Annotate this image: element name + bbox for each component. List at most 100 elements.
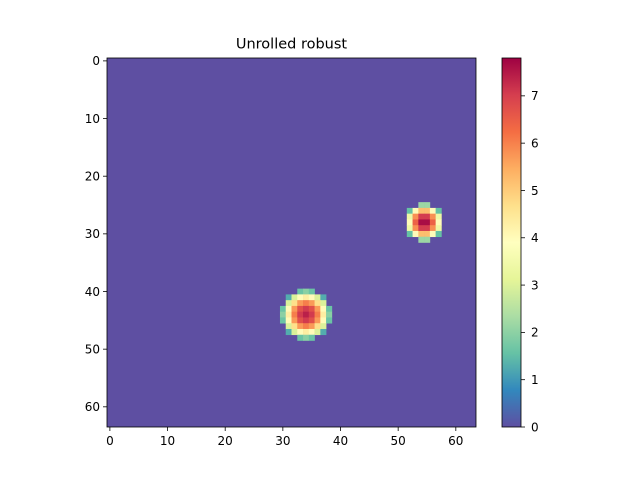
heatmap-cell — [297, 305, 304, 312]
heatmap-cell — [308, 328, 315, 336]
heatmap-cell — [412, 230, 419, 238]
heatmap-cell — [297, 334, 304, 341]
heatmap-cell — [418, 213, 425, 220]
heatmap-cell — [418, 236, 425, 243]
x-tick-label: 50 — [391, 434, 406, 448]
colorbar-tick-label: 2 — [531, 326, 539, 340]
colorbar-axis: 0 1 2 3 4 5 6 7 — [521, 89, 539, 434]
heatmap-cell — [279, 311, 287, 318]
heatmap-cell — [320, 300, 327, 307]
heatmap-cell — [297, 323, 304, 330]
heatmap-cell — [406, 207, 413, 214]
y-tick-label: 30 — [85, 227, 100, 241]
heatmap-cell — [279, 305, 287, 312]
heatmap-cell — [424, 236, 431, 243]
x-tick-label: 10 — [160, 434, 175, 448]
heatmap-cell — [424, 207, 431, 214]
heatmap-cell — [291, 311, 298, 318]
heatmap-cell — [412, 213, 419, 220]
colorbar-tick-label: 0 — [531, 420, 539, 434]
heatmap-cell — [406, 213, 413, 220]
heatmap-cell — [406, 225, 413, 232]
x-tick-label: 40 — [333, 434, 348, 448]
heatmap-cell — [429, 225, 436, 232]
heatmap-cell — [297, 288, 304, 295]
x-axis: 0 10 20 30 40 50 60 — [106, 427, 463, 448]
heatmap-cell — [320, 311, 327, 318]
heatmap-cell — [297, 311, 304, 318]
heatmap-cell — [418, 219, 425, 226]
heatmap-cell — [435, 225, 442, 232]
heatmap-cell — [291, 305, 298, 312]
heatmap-background — [107, 58, 476, 427]
y-tick-label: 60 — [85, 400, 100, 414]
heatmap-cell — [297, 328, 304, 336]
y-tick-label: 0 — [92, 54, 100, 68]
heatmap-cell — [303, 305, 310, 312]
heatmap-cell — [412, 207, 419, 214]
heatmap-cell — [314, 294, 321, 301]
colorbar-tick-label: 3 — [531, 278, 539, 292]
heatmap-cell — [326, 305, 333, 312]
plot-frame — [106, 57, 477, 428]
x-tick-label: 30 — [275, 434, 290, 448]
heatmap-cell — [418, 230, 425, 238]
heatmap-cell — [303, 288, 310, 295]
heatmap-cell — [303, 294, 310, 301]
heatmap-cell — [406, 230, 413, 238]
heatmap-cell — [303, 334, 310, 341]
y-tick-label: 10 — [85, 112, 100, 126]
colorbar-tick-label: 1 — [531, 373, 539, 387]
heatmap-cell — [285, 323, 292, 330]
x-tick-label: 0 — [106, 434, 114, 448]
heatmap-cell — [429, 230, 436, 238]
y-tick-label: 50 — [85, 342, 100, 356]
heatmap-cell — [291, 323, 298, 330]
heatmap-cell — [314, 300, 321, 307]
heatmap-cell — [314, 317, 321, 324]
heatmap-cell — [297, 300, 304, 307]
heatmap-cell — [429, 213, 436, 220]
heatmap-cell — [418, 202, 425, 209]
heatmap-cell — [291, 300, 298, 307]
heatmap-cell — [429, 207, 436, 214]
heatmap-cell — [303, 311, 310, 318]
heatmap-cell — [429, 219, 436, 226]
heatmap-cell — [303, 328, 310, 336]
heatmap-cell — [285, 311, 292, 318]
heatmap-cell — [303, 300, 310, 307]
heatmap-cell — [424, 213, 431, 220]
heatmap-cell — [412, 225, 419, 232]
heatmap-cell — [308, 317, 315, 324]
heatmap-cell — [285, 317, 292, 324]
x-tick-label: 60 — [448, 434, 463, 448]
colorbar-tick-label: 4 — [531, 231, 539, 245]
heatmap-cell — [308, 294, 315, 301]
y-tick-label: 40 — [85, 285, 100, 299]
heatmap-cell — [308, 311, 315, 318]
heatmap-cell — [326, 311, 333, 318]
heatmap-cell — [320, 305, 327, 312]
heatmap-cell — [412, 219, 419, 226]
heatmap-cell — [320, 328, 327, 336]
heatmap-cell — [314, 328, 321, 336]
heatmap-cell — [308, 323, 315, 330]
y-axis: 0 10 20 30 40 50 60 — [85, 54, 107, 414]
colorbar-tick-label: 5 — [531, 184, 539, 198]
heatmap-cell — [418, 225, 425, 232]
heatmap-cell — [424, 230, 431, 238]
heatmap-cell — [435, 230, 442, 238]
colorbar-tick-label: 7 — [531, 89, 539, 103]
heatmap-cell — [303, 323, 310, 330]
heatmap-cell — [424, 219, 431, 226]
heatmap-cell — [285, 300, 292, 307]
heatmap-cell — [285, 328, 292, 336]
heatmap-cell — [320, 323, 327, 330]
heatmap-cell — [291, 328, 298, 336]
y-tick-label: 20 — [85, 169, 100, 183]
heatmap-cell — [303, 317, 310, 324]
x-tick-label: 20 — [218, 434, 233, 448]
heatmap-cell — [291, 294, 298, 301]
